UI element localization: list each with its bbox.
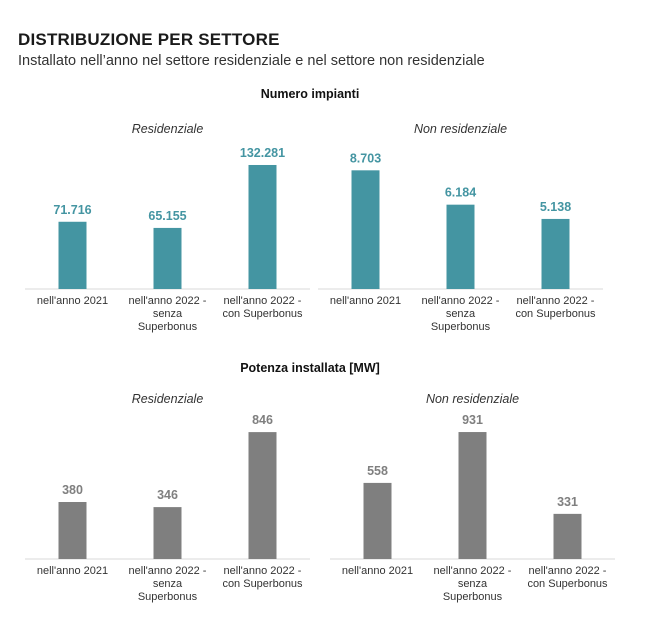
category-label-line: nell'anno 2021 bbox=[37, 295, 108, 307]
category-label-line: con Superbonus bbox=[515, 308, 596, 320]
bar bbox=[58, 502, 87, 559]
category-label: nell'anno 2022 -con Superbonus bbox=[527, 565, 608, 590]
category-label: nell'anno 2022 -senza Superbonus bbox=[129, 295, 207, 333]
bar bbox=[446, 204, 475, 289]
chart-potenza-non-residenziale: Non residenziale 558 nell'anno 2021 931 nell… bbox=[330, 392, 615, 603]
page-title: DISTRIBUZIONE PER SETTORE bbox=[18, 30, 280, 49]
category-label: nell'anno 2022 -senza Superbonus bbox=[129, 565, 207, 603]
category-label-line: senza bbox=[153, 308, 183, 320]
data-label: 5.138 bbox=[540, 200, 571, 214]
category-label-line: senza bbox=[458, 578, 488, 590]
data-label: 931 bbox=[462, 413, 483, 427]
bar bbox=[248, 164, 277, 289]
category-label: nell'anno 2021 bbox=[37, 295, 108, 307]
chart-title: Residenziale bbox=[132, 122, 204, 136]
category-label-line: nell'anno 2022 - bbox=[224, 565, 302, 577]
category-label-line: Superbonus bbox=[138, 321, 198, 333]
data-label: 65.155 bbox=[148, 209, 186, 223]
data-label: 6.184 bbox=[445, 186, 476, 200]
category-label-line: senza bbox=[446, 308, 476, 320]
category-label: nell'anno 2021 bbox=[330, 295, 401, 307]
category-label: nell'anno 2021 bbox=[342, 565, 413, 577]
category-label: nell'anno 2022 -con Superbonus bbox=[222, 565, 303, 590]
category-label-line: senza bbox=[153, 578, 183, 590]
bar bbox=[153, 227, 182, 289]
data-label: 71.716 bbox=[53, 203, 91, 217]
category-label-line: con Superbonus bbox=[222, 308, 303, 320]
page-subtitle: Installato nell’anno nel settore residen… bbox=[18, 53, 485, 69]
data-label: 346 bbox=[157, 488, 178, 502]
section-title-potenza-installata: Potenza installata [MW] bbox=[240, 361, 380, 375]
category-label-line: nell'anno 2021 bbox=[342, 565, 413, 577]
category-label: nell'anno 2021 bbox=[37, 565, 108, 577]
bar bbox=[553, 513, 582, 559]
category-label-line: nell'anno 2022 - bbox=[517, 295, 595, 307]
data-label: 380 bbox=[62, 483, 83, 497]
bar bbox=[351, 170, 380, 289]
category-label-line: nell'anno 2022 - bbox=[529, 565, 607, 577]
data-label: 8.703 bbox=[350, 151, 381, 165]
category-label-line: nell'anno 2021 bbox=[330, 295, 401, 307]
data-label: 558 bbox=[367, 464, 388, 478]
data-label: 132.281 bbox=[240, 146, 285, 160]
category-label-line: nell'anno 2022 - bbox=[224, 295, 302, 307]
data-label: 846 bbox=[252, 413, 273, 427]
category-label-line: Superbonus bbox=[443, 591, 503, 603]
category-label-line: nell'anno 2022 - bbox=[434, 565, 512, 577]
category-label-line: nell'anno 2022 - bbox=[129, 295, 207, 307]
data-label: 331 bbox=[557, 495, 578, 509]
chart-title: Non residenziale bbox=[414, 122, 507, 136]
bar bbox=[541, 218, 570, 289]
chart-title: Non residenziale bbox=[426, 392, 519, 406]
chart-title: Residenziale bbox=[132, 392, 204, 406]
category-label: nell'anno 2022 -senza Superbonus bbox=[422, 295, 500, 333]
bar bbox=[363, 482, 392, 559]
bar bbox=[458, 432, 487, 559]
category-label-line: con Superbonus bbox=[222, 578, 303, 590]
chart-numero-non-residenziale: Non residenziale 8.703 nell'anno 2021 6.184… bbox=[318, 122, 603, 333]
bar bbox=[248, 432, 277, 559]
category-label-line: nell'anno 2022 - bbox=[129, 565, 207, 577]
category-label-line: Superbonus bbox=[138, 591, 198, 603]
bar bbox=[153, 507, 182, 559]
section-title-numero-impianti: Numero impianti bbox=[260, 87, 360, 101]
category-label-line: Superbonus bbox=[431, 321, 491, 333]
category-label-line: con Superbonus bbox=[527, 578, 608, 590]
category-label-line: nell'anno 2021 bbox=[37, 565, 108, 577]
bar bbox=[58, 221, 87, 289]
chart-potenza-residenziale: Residenziale 380 nell'anno 2021 346 nell'ann… bbox=[25, 392, 310, 603]
category-label-line: nell'anno 2022 - bbox=[422, 295, 500, 307]
category-label: nell'anno 2022 -senza Superbonus bbox=[434, 565, 512, 603]
category-label: nell'anno 2022 -con Superbonus bbox=[515, 295, 596, 320]
category-label: nell'anno 2022 -con Superbonus bbox=[222, 295, 303, 320]
chart-numero-residenziale: Residenziale 71.716 nell'anno 2021 65.155 ne… bbox=[25, 122, 310, 333]
